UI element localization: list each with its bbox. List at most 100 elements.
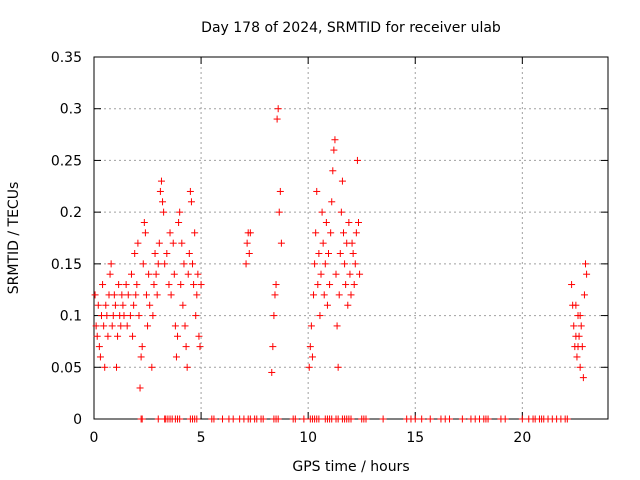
data-point xyxy=(150,281,158,289)
data-point xyxy=(186,187,194,195)
data-point xyxy=(582,260,590,268)
data-point xyxy=(141,229,149,237)
data-point xyxy=(574,343,582,351)
y-tick-label: 0.3 xyxy=(60,102,82,118)
data-point xyxy=(268,368,276,376)
data-point xyxy=(136,384,144,392)
data-point xyxy=(245,250,253,258)
data-point xyxy=(311,260,319,268)
data-point xyxy=(458,415,466,423)
data-point xyxy=(219,415,226,423)
data-point xyxy=(341,260,349,268)
data-point xyxy=(576,363,584,371)
data-point xyxy=(411,415,419,423)
data-point xyxy=(335,291,343,299)
data-point xyxy=(178,239,186,247)
data-point xyxy=(126,312,134,320)
data-point xyxy=(354,218,362,226)
data-point xyxy=(172,353,180,361)
data-point xyxy=(356,270,364,278)
data-point xyxy=(326,281,334,289)
data-point xyxy=(308,353,316,361)
x-tick-label: 20 xyxy=(513,430,531,446)
x-axis-label: GPS time / hours xyxy=(292,459,409,475)
y-tick-label: 0.2 xyxy=(60,205,82,221)
data-point xyxy=(103,312,111,320)
data-point xyxy=(108,322,116,330)
data-point xyxy=(349,250,357,258)
data-point xyxy=(333,322,341,330)
data-point xyxy=(117,322,125,330)
chart-title: Day 178 of 2024, SRMTID for receiver ula… xyxy=(201,20,501,36)
data-point xyxy=(148,363,156,371)
data-point xyxy=(131,250,139,258)
data-point xyxy=(315,250,323,258)
data-point xyxy=(140,218,148,226)
data-point xyxy=(315,415,323,423)
data-point xyxy=(271,291,279,299)
data-point xyxy=(243,239,251,247)
data-point xyxy=(229,415,237,423)
data-point xyxy=(95,343,103,351)
data-point xyxy=(334,363,342,371)
data-point xyxy=(101,363,109,371)
data-point xyxy=(175,218,183,226)
data-point xyxy=(139,260,147,268)
data-point xyxy=(576,312,584,320)
data-point xyxy=(165,281,173,289)
data-point xyxy=(300,415,308,423)
x-tick-label: 10 xyxy=(299,430,317,446)
data-point xyxy=(342,281,350,289)
data-point xyxy=(163,250,171,258)
data-point xyxy=(270,312,278,320)
data-point xyxy=(93,332,101,340)
x-tick-label: 5 xyxy=(197,430,206,446)
data-point xyxy=(144,322,152,330)
data-point xyxy=(568,281,576,289)
data-point xyxy=(518,415,526,423)
data-point xyxy=(133,281,141,289)
data-point xyxy=(193,291,201,299)
data-point xyxy=(327,229,335,237)
data-point xyxy=(317,270,325,278)
data-point xyxy=(154,415,162,423)
data-point xyxy=(321,260,329,268)
data-point xyxy=(138,343,146,351)
data-point xyxy=(337,208,345,216)
data-point xyxy=(190,281,198,289)
x-tick-label: 15 xyxy=(406,430,424,446)
data-point xyxy=(269,343,277,351)
data-point xyxy=(242,260,250,268)
data-point xyxy=(316,312,324,320)
data-point xyxy=(122,281,130,289)
data-point xyxy=(573,353,581,361)
data-point xyxy=(320,291,328,299)
data-point xyxy=(176,415,184,423)
data-point xyxy=(112,363,120,371)
data-point xyxy=(119,301,127,309)
y-tick-label: 0.15 xyxy=(51,257,82,273)
data-point xyxy=(92,322,100,330)
data-point xyxy=(362,415,370,423)
data-point xyxy=(187,198,195,206)
data-point xyxy=(189,260,197,268)
data-point xyxy=(91,291,99,299)
data-point xyxy=(142,291,150,299)
data-point xyxy=(106,270,114,278)
y-tick-label: 0.25 xyxy=(51,153,82,169)
data-point xyxy=(155,239,163,247)
data-point xyxy=(572,301,580,309)
data-point xyxy=(197,281,205,289)
data-point xyxy=(107,260,115,268)
data-point xyxy=(134,239,142,247)
data-points xyxy=(91,105,591,423)
data-point xyxy=(331,136,339,144)
data-point xyxy=(146,301,154,309)
data-point xyxy=(102,301,110,309)
data-point xyxy=(185,250,193,258)
data-point xyxy=(348,239,356,247)
data-point xyxy=(323,301,331,309)
data-point xyxy=(325,250,333,258)
data-point xyxy=(353,156,361,164)
data-point xyxy=(110,291,118,299)
